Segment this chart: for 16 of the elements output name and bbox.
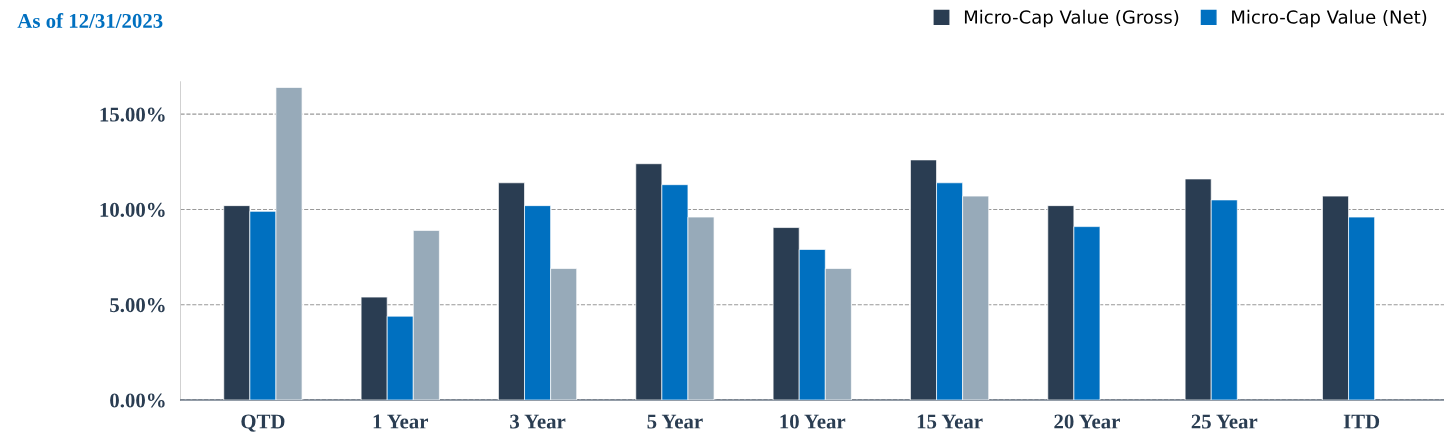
legend-label: Micro-Cap Value (Net) — [1232, 9, 1427, 28]
x-tick-label: 20 Year — [1054, 414, 1120, 429]
x-tick-label: 5 Year — [647, 414, 703, 429]
y-tick-label: 10.00% — [100, 202, 165, 217]
chart-subtitle: As of 12/31/2023 — [17, 13, 163, 28]
x-tick-label: ITD — [1343, 414, 1380, 429]
x-tick-label: 3 Year — [510, 414, 566, 429]
y-tick-label: 0.00% — [110, 393, 165, 408]
y-tick-label: 5.00% — [110, 298, 165, 313]
x-tick-label: 15 Year — [917, 414, 983, 429]
legend-label: Micro-Cap Value (Gross) — [964, 9, 1179, 28]
x-tick-label: 25 Year — [1191, 414, 1258, 429]
x-tick-label: QTD — [241, 414, 285, 432]
x-tick-label: 1 Year — [373, 414, 429, 429]
y-tick-label: 15.00% — [100, 107, 165, 122]
x-tick-label: 10 Year — [780, 414, 846, 429]
